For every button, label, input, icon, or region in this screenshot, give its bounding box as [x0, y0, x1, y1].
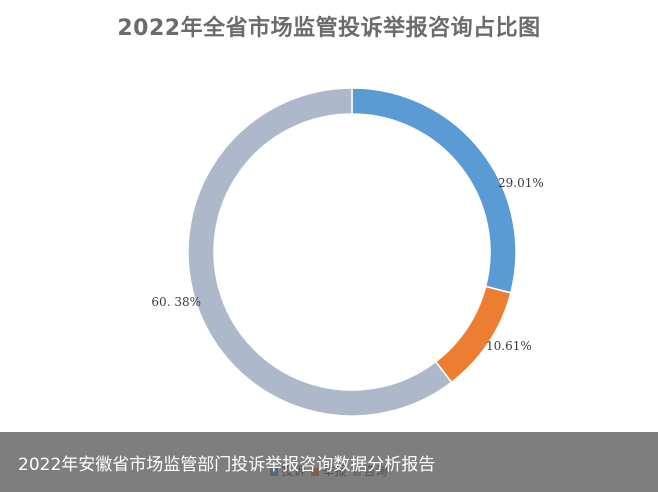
caption-overlay: [0, 432, 658, 492]
slice-label-3: 60. 38%: [151, 295, 201, 309]
donut-slice-1: [351, 87, 517, 294]
caption-text: 2022年安徽省市场监管部门投诉举报咨询数据分析报告: [18, 455, 436, 475]
chart-title: 2022年全省市场监管投诉举报咨询占比图: [117, 16, 541, 41]
donut-slice-2: [434, 285, 512, 384]
slice-label-1: 29.01%: [498, 176, 544, 190]
slice-label-2: 10.61%: [486, 339, 532, 353]
donut-slice-3: [187, 87, 453, 417]
